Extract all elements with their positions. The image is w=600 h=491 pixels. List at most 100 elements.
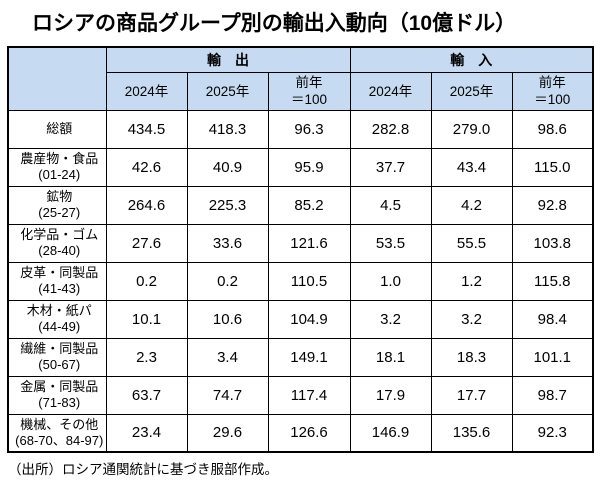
page-title: ロシアの商品グループ別の輸出入動向（10億ドル） bbox=[32, 12, 517, 35]
table-cell: 418.3 bbox=[186, 109, 269, 149]
table-cell: 279.0 bbox=[430, 109, 513, 149]
row-label-name: 農産物・食品 bbox=[20, 151, 99, 166]
row-label-name: 鉱物 bbox=[46, 189, 73, 204]
table-cell: 434.5 bbox=[105, 109, 188, 149]
table-cell: 17.9 bbox=[349, 375, 432, 415]
col-header-export-2025: 2025年 bbox=[186, 71, 269, 111]
table-header: 輸 出 輸 入 2024年 2025年 前年 ＝100 2024年 2025年 … bbox=[7, 46, 594, 111]
table-cell: 4.2 bbox=[430, 185, 513, 225]
row-label: 機械、その他 (68-70、84-97) bbox=[7, 413, 107, 453]
row-label: 化学品・ゴム (28-40) bbox=[7, 223, 107, 263]
row-label-name: 繊維・同製品 bbox=[20, 341, 99, 356]
table-cell: 117.4 bbox=[267, 375, 351, 415]
table-cell: 101.1 bbox=[511, 337, 594, 377]
table-cell: 115.0 bbox=[511, 147, 594, 187]
table-cell: 98.4 bbox=[511, 299, 594, 339]
row-label: 金属・同製品 (71-83) bbox=[7, 375, 107, 415]
row-label: 繊維・同製品 (50-67) bbox=[7, 337, 107, 377]
row-label-name: 皮革・同製品 bbox=[20, 265, 99, 280]
row-label-code: (71-83) bbox=[38, 395, 81, 410]
table-cell: 55.5 bbox=[430, 223, 513, 263]
row-label-name: 金属・同製品 bbox=[20, 379, 99, 394]
trade-data-table: 輸 出 輸 入 2024年 2025年 前年 ＝100 2024年 2025年 … bbox=[7, 46, 595, 453]
row-label-code: (01-24) bbox=[38, 167, 81, 182]
table-cell: 37.7 bbox=[349, 147, 432, 187]
table-cell: 1.2 bbox=[430, 261, 513, 301]
table-row-agri-food: 農産物・食品 (01-24) 42.6 40.9 95.9 37.7 43.4 1… bbox=[7, 147, 594, 187]
table-cell: 1.0 bbox=[349, 261, 432, 301]
group-header-row: 輸 出 輸 入 bbox=[7, 46, 594, 111]
group-header-imports: 輸 入 bbox=[349, 46, 594, 73]
table-cell: 33.6 bbox=[186, 223, 269, 263]
table-cell: 18.3 bbox=[430, 337, 513, 377]
page: ロシアの商品グループ別の輸出入動向（10億ドル） 輸 出 輸 入 2024年 2… bbox=[0, 7, 600, 491]
table-cell: 23.4 bbox=[105, 413, 188, 453]
table-cell: 43.4 bbox=[430, 147, 513, 187]
table-cell: 10.1 bbox=[105, 299, 188, 339]
row-label: 木材・紙パ (44-49) bbox=[7, 299, 107, 339]
table-cell: 98.7 bbox=[511, 375, 594, 415]
col-header-import-2024: 2024年 bbox=[349, 71, 432, 111]
table-cell: 110.5 bbox=[267, 261, 351, 301]
row-label: 総額 bbox=[7, 109, 107, 149]
group-header-exports: 輸 出 bbox=[105, 46, 351, 73]
row-label-code: (41-43) bbox=[38, 281, 81, 296]
table-cell: 264.6 bbox=[105, 185, 188, 225]
row-label-code: (28-40) bbox=[38, 243, 81, 258]
table-cell: 95.9 bbox=[267, 147, 351, 187]
table-cell: 17.7 bbox=[430, 375, 513, 415]
table-row-machinery-other: 機械、その他 (68-70、84-97) 23.4 29.6 126.6 146.… bbox=[7, 413, 594, 453]
row-label-code: (68-70、84-97) bbox=[15, 432, 104, 448]
table-cell: 4.5 bbox=[349, 185, 432, 225]
row-label-name: 機械、その他 bbox=[20, 416, 99, 432]
table-cell: 121.6 bbox=[267, 223, 351, 263]
row-label-name: 化学品・ゴム bbox=[20, 227, 99, 242]
table-cell: 29.6 bbox=[186, 413, 269, 453]
row-label-code: (50-67) bbox=[38, 357, 81, 372]
table-cell: 146.9 bbox=[349, 413, 432, 453]
table-cell: 115.8 bbox=[511, 261, 594, 301]
table-row-textiles: 繊維・同製品 (50-67) 2.3 3.4 149.1 18.1 18.3 10… bbox=[7, 337, 594, 377]
table-cell: 92.8 bbox=[511, 185, 594, 225]
row-label-name: 総額 bbox=[46, 121, 73, 136]
table-cell: 98.6 bbox=[511, 109, 594, 149]
table-cell: 149.1 bbox=[267, 337, 351, 377]
table-cell: 85.2 bbox=[267, 185, 351, 225]
col-header-export-yoy: 前年 ＝100 bbox=[267, 71, 351, 111]
table-cell: 96.3 bbox=[267, 109, 351, 149]
table-cell: 92.3 bbox=[511, 413, 594, 453]
source-note: （出所）ロシア通関統計に基づき服部作成。 bbox=[8, 462, 278, 477]
table-cell: 42.6 bbox=[105, 147, 188, 187]
table-row-total: 総額 434.5 418.3 96.3 282.8 279.0 98.6 bbox=[7, 109, 594, 149]
table-cell: 53.5 bbox=[349, 223, 432, 263]
table-row-leather: 皮革・同製品 (41-43) 0.2 0.2 110.5 1.0 1.2 115.… bbox=[7, 261, 594, 301]
table-cell: 27.6 bbox=[105, 223, 188, 263]
corner-cell bbox=[7, 46, 107, 111]
table-row-minerals: 鉱物 (25-27) 264.6 225.3 85.2 4.5 4.2 92.8 bbox=[7, 185, 594, 225]
table-cell: 2.3 bbox=[105, 337, 188, 377]
table-cell: 126.6 bbox=[267, 413, 351, 453]
col-header-export-2024: 2024年 bbox=[105, 71, 188, 111]
row-label: 皮革・同製品 (41-43) bbox=[7, 261, 107, 301]
table-cell: 63.7 bbox=[105, 375, 188, 415]
table-cell: 225.3 bbox=[186, 185, 269, 225]
table-row-metals: 金属・同製品 (71-83) 63.7 74.7 117.4 17.9 17.7 … bbox=[7, 375, 594, 415]
col-header-import-2025: 2025年 bbox=[430, 71, 513, 111]
table-cell: 135.6 bbox=[430, 413, 513, 453]
table-cell: 282.8 bbox=[349, 109, 432, 149]
row-label: 鉱物 (25-27) bbox=[7, 185, 107, 225]
table-cell: 3.2 bbox=[349, 299, 432, 339]
table-cell: 0.2 bbox=[186, 261, 269, 301]
table-cell: 40.9 bbox=[186, 147, 269, 187]
row-label-code: (25-27) bbox=[38, 205, 81, 220]
row-label-code: (44-49) bbox=[38, 319, 81, 334]
table-cell: 103.8 bbox=[511, 223, 594, 263]
row-label-name: 木材・紙パ bbox=[26, 303, 92, 318]
table-row-chemicals-rubber: 化学品・ゴム (28-40) 27.6 33.6 121.6 53.5 55.5 … bbox=[7, 223, 594, 263]
table-cell: 0.2 bbox=[105, 261, 188, 301]
col-header-import-yoy: 前年 ＝100 bbox=[511, 71, 594, 111]
row-label: 農産物・食品 (01-24) bbox=[7, 147, 107, 187]
table-cell: 18.1 bbox=[349, 337, 432, 377]
table-cell: 3.4 bbox=[186, 337, 269, 377]
table-body: 総額 434.5 418.3 96.3 282.8 279.0 98.6 農産物… bbox=[7, 109, 594, 453]
